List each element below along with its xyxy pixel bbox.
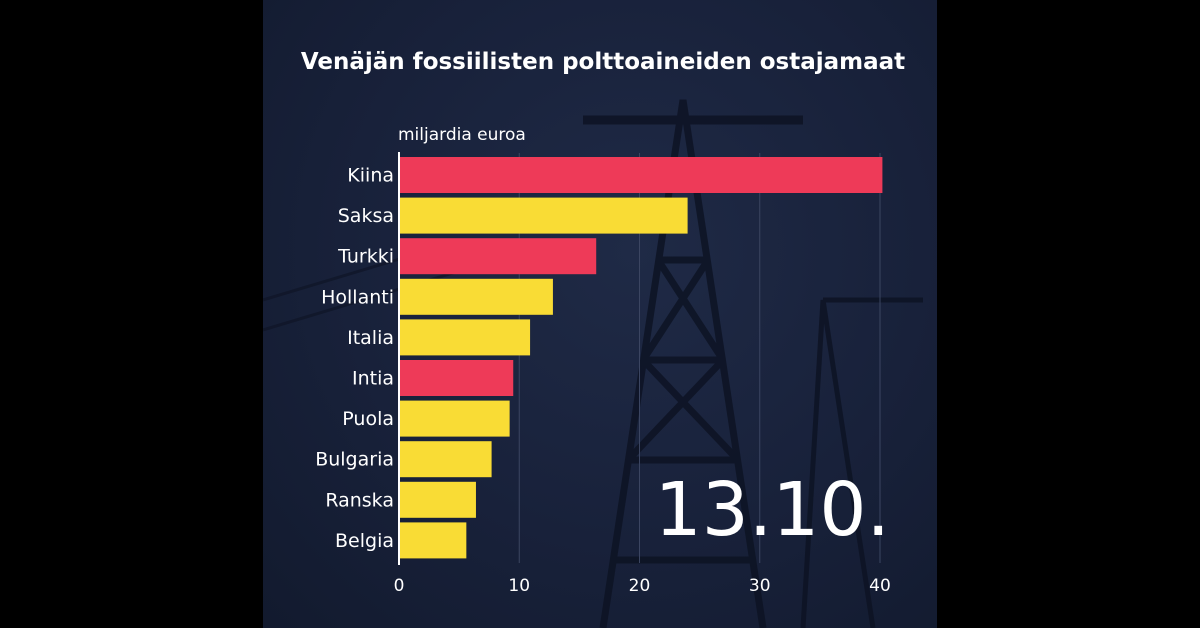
bar-chart: Venäjän fossiilisten polttoaineiden osta… — [263, 49, 923, 628]
category-label: Intia — [352, 368, 394, 390]
chart-title: Venäjän fossiilisten polttoaineiden osta… — [301, 49, 905, 75]
chart-panel: Venäjän fossiilisten polttoaineiden osta… — [263, 0, 937, 628]
category-label: Puola — [342, 408, 394, 430]
bar-italia — [399, 319, 531, 356]
category-labels: Kiina Saksa Turkki Hollanti Italia Intia Puola… — [315, 165, 394, 552]
x-tick-label: 30 — [749, 576, 771, 596]
x-tick-label: 40 — [869, 576, 891, 596]
bar-hollanti — [399, 278, 553, 315]
unit-label: miljardia euroa — [398, 125, 526, 145]
bar-belgia — [399, 522, 467, 559]
bar-ranska — [399, 481, 476, 518]
bar-puola — [399, 400, 510, 437]
category-label: Italia — [347, 327, 394, 349]
x-tick-label: 20 — [629, 576, 651, 596]
bar-intia — [399, 360, 514, 396]
x-tick-label: 0 — [394, 576, 405, 596]
category-label: Belgia — [335, 530, 394, 552]
bars — [399, 157, 883, 559]
x-tick-labels: 0 10 20 30 40 — [394, 576, 891, 596]
date-stamp: 13.10. — [655, 467, 890, 553]
category-label: Turkki — [337, 246, 394, 268]
category-label: Saksa — [338, 205, 394, 227]
bar-saksa — [399, 197, 688, 234]
bar-kiina — [399, 157, 883, 193]
x-tick-label: 10 — [508, 576, 530, 596]
category-label: Hollanti — [321, 286, 394, 308]
bar-bulgaria — [399, 441, 492, 478]
category-label: Ranska — [325, 489, 394, 511]
category-label: Kiina — [347, 165, 394, 187]
bar-turkki — [399, 238, 597, 275]
category-label: Bulgaria — [315, 449, 394, 471]
